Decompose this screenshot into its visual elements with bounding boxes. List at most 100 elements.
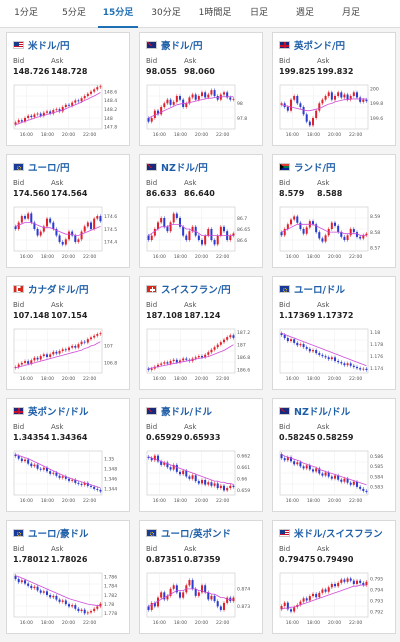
candle-body — [14, 454, 17, 457]
rate-card[interactable]: NZドル/ドル Bid Ask 0.58245 0.58259 0.586 0.585 0.5… — [272, 398, 396, 512]
bid-value: 107.148 — [13, 311, 50, 320]
y-tick-label: 148.6 — [104, 89, 117, 95]
pair-name[interactable]: ユーロ/ドル — [294, 285, 345, 296]
candle-body — [175, 359, 178, 363]
tab-7[interactable]: 月足 — [341, 8, 360, 18]
candle-body — [160, 363, 163, 365]
candle-body — [229, 235, 232, 240]
card-header: 英ポンド/円 — [279, 39, 345, 52]
pair-name[interactable]: NZドル/円 — [161, 163, 208, 174]
pair-name[interactable]: 豪ドル/円 — [161, 41, 203, 52]
candle-body — [352, 229, 355, 233]
candlestick-chart[interactable]: 200 199.8 199.6 16:00 18:00 20:00 22:00 — [279, 83, 391, 141]
candlestick-chart[interactable]: 86.7 86.65 86.6 16:00 18:00 20:00 22:00 — [146, 205, 258, 263]
ask-label: Ask — [317, 179, 330, 187]
pair-name[interactable]: ランド/円 — [294, 163, 336, 174]
bid-label: Bid — [13, 179, 25, 187]
candlestick-chart[interactable]: 107 106.8 16:00 18:00 20:00 22:00 — [13, 327, 125, 385]
candlestick-chart[interactable]: 1.18 1.178 1.176 1.174 16:00 18:00 20:00 22:00 — [279, 327, 391, 385]
candlestick-chart[interactable]: 174.6 174.5 174.4 16:00 18:00 20:00 22:00 — [13, 205, 125, 263]
rate-card[interactable]: ユーロ/ドル Bid Ask 1.17369 1.17372 1.18 1.178 1.176… — [272, 276, 396, 390]
candle-body — [216, 344, 219, 348]
pair-name[interactable]: NZドル/ドル — [294, 407, 351, 418]
y-tick-label: 1.782 — [104, 593, 117, 599]
pair-name[interactable]: ユーロ/円 — [28, 163, 70, 174]
candlestick-chart[interactable]: 0.795 0.794 0.793 0.792 16:00 18:00 20:00 22:00 — [279, 571, 391, 629]
bid-value: 174.560 — [13, 189, 50, 198]
tab-3[interactable]: 30分足 — [151, 8, 181, 18]
pair-name[interactable]: スイスフラン/円 — [161, 285, 231, 296]
rate-card[interactable]: ランド/円 Bid Ask 8.579 8.588 8.59 8.58 8.57 16:00 18… — [272, 154, 396, 268]
candle-body — [296, 216, 299, 223]
candle-body — [188, 97, 191, 104]
rate-card[interactable]: スイスフラン/円 Bid Ask 187.108 187.124 187.2 187 186.… — [139, 276, 263, 390]
x-tick-label: 16:00 — [286, 498, 299, 504]
pair-name[interactable]: カナダドル/円 — [28, 285, 89, 296]
rate-card[interactable]: 英ポンド/ドル Bid Ask 1.34354 1.34364 1.35 1.348 1.34… — [6, 398, 130, 512]
pair-name[interactable]: ユーロ/英ポンド — [161, 529, 231, 540]
candle-body — [67, 231, 71, 240]
x-tick-label: 18:00 — [174, 132, 187, 138]
rate-card[interactable]: 英ポンド/円 Bid Ask 199.825 199.832 200 199.8 199.6 1… — [272, 32, 396, 146]
candlestick-chart[interactable]: 98 97.8 16:00 18:00 20:00 22:00 — [146, 83, 258, 141]
candlestick-chart[interactable]: 1.786 1.784 1.782 1.78 1.778 16:00 18:00 20:00 2… — [13, 571, 125, 629]
candle-body — [213, 347, 216, 350]
moving-average-line — [148, 96, 234, 119]
candle-body — [61, 107, 64, 112]
bid-value: 199.825 — [279, 67, 316, 76]
rate-card[interactable]: ユーロ/円 Bid Ask 174.560 174.564 174.6 174.5 174.4… — [6, 154, 130, 268]
ask-value: 148.728 — [51, 67, 88, 76]
candle-body — [93, 486, 96, 489]
candle-body — [302, 344, 305, 348]
candlestick-chart[interactable]: 8.59 8.58 8.57 16:00 18:00 20:00 22:00 — [279, 205, 391, 263]
rate-card[interactable]: NZドル/円 Bid Ask 86.633 86.640 86.7 86.65 86.6 16:… — [139, 154, 263, 268]
candlestick-chart[interactable]: 0.586 0.585 0.584 0.583 16:00 18:00 20:00 22:00 — [279, 449, 391, 507]
rate-card[interactable]: カナダドル/円 Bid Ask 107.148 107.154 107 106.8 16:00… — [6, 276, 130, 390]
candle-body — [185, 470, 188, 477]
pair-name[interactable]: 米ドル/円 — [28, 41, 70, 52]
y-tick-label: 8.57 — [370, 246, 380, 252]
candlestick-chart[interactable]: 148.6 148.4 148.2 148 147.8 16:00 18:00 20:00 22… — [13, 83, 125, 141]
candle-body — [207, 94, 210, 98]
candle-body — [52, 110, 55, 114]
rate-card[interactable]: ユーロ/英ポンド Bid Ask 0.87351 0.87359 0.874 0.873 16… — [139, 520, 263, 634]
pair-name[interactable]: 豪ドル/ドル — [161, 407, 212, 418]
candle-body — [99, 86, 102, 88]
candle-body — [61, 476, 64, 478]
candlestick-chart[interactable]: 0.874 0.873 16:00 18:00 20:00 22:00 — [146, 571, 258, 629]
tab-4[interactable]: 1時間足 — [198, 8, 232, 18]
candle-body — [166, 462, 169, 468]
rate-card[interactable]: 米ドル/円 Bid Ask 148.726 148.728 148.6 148.4 148.2… — [6, 32, 130, 146]
y-tick-label: 1.348 — [104, 467, 117, 473]
candle-body — [229, 335, 232, 338]
tab-1[interactable]: 5分足 — [62, 8, 86, 18]
candle-body — [74, 605, 77, 609]
rate-card[interactable]: ユーロ/豪ドル Bid Ask 1.78012 1.78026 1.786 1.784 1.7… — [6, 520, 130, 634]
candle-body — [346, 363, 349, 366]
pair-name[interactable]: 米ドル/スイスフラン — [294, 529, 383, 540]
pair-name[interactable]: ユーロ/豪ドル — [28, 529, 89, 540]
pair-name[interactable]: 英ポンド/ドル — [28, 407, 89, 418]
candle-body — [83, 341, 86, 343]
candle-body — [197, 481, 200, 484]
candle-body — [299, 103, 302, 107]
candlestick-chart[interactable]: 1.35 1.348 1.346 1.344 16:00 18:00 20:00 22:00 — [13, 449, 125, 507]
x-tick-label: 16:00 — [153, 620, 166, 626]
candle-body — [147, 456, 150, 458]
tab-6[interactable]: 週足 — [295, 8, 314, 18]
candle-body — [299, 344, 302, 346]
candle-body — [299, 222, 302, 229]
tab-5[interactable]: 日足 — [249, 8, 268, 18]
candlestick-chart[interactable]: 187.2 187 186.8 186.6 16:00 18:00 20:00 22:00 — [146, 327, 258, 385]
candle-body — [20, 362, 23, 365]
rate-card[interactable]: 豪ドル/円 Bid Ask 98.055 98.060 98 97.8 16:00 18:00 2… — [139, 32, 263, 146]
pair-name[interactable]: 英ポンド/円 — [294, 41, 345, 52]
tab-2[interactable]: 15分足 — [98, 0, 138, 28]
tab-0[interactable]: 1分足 — [14, 8, 38, 18]
candle-body — [188, 580, 191, 586]
rate-card[interactable]: 豪ドル/ドル Bid Ask 0.65929 0.65933 0.662 0.661 0.66… — [139, 398, 263, 512]
candlestick-chart[interactable]: 0.662 0.661 0.66 0.659 16:00 18:00 20:00 22:00 — [146, 449, 258, 507]
rate-card[interactable]: 米ドル/スイスフラン Bid Ask 0.79475 0.79490 0.795 0.794… — [272, 520, 396, 634]
bid-label: Bid — [146, 57, 158, 65]
candle-body — [207, 229, 210, 236]
